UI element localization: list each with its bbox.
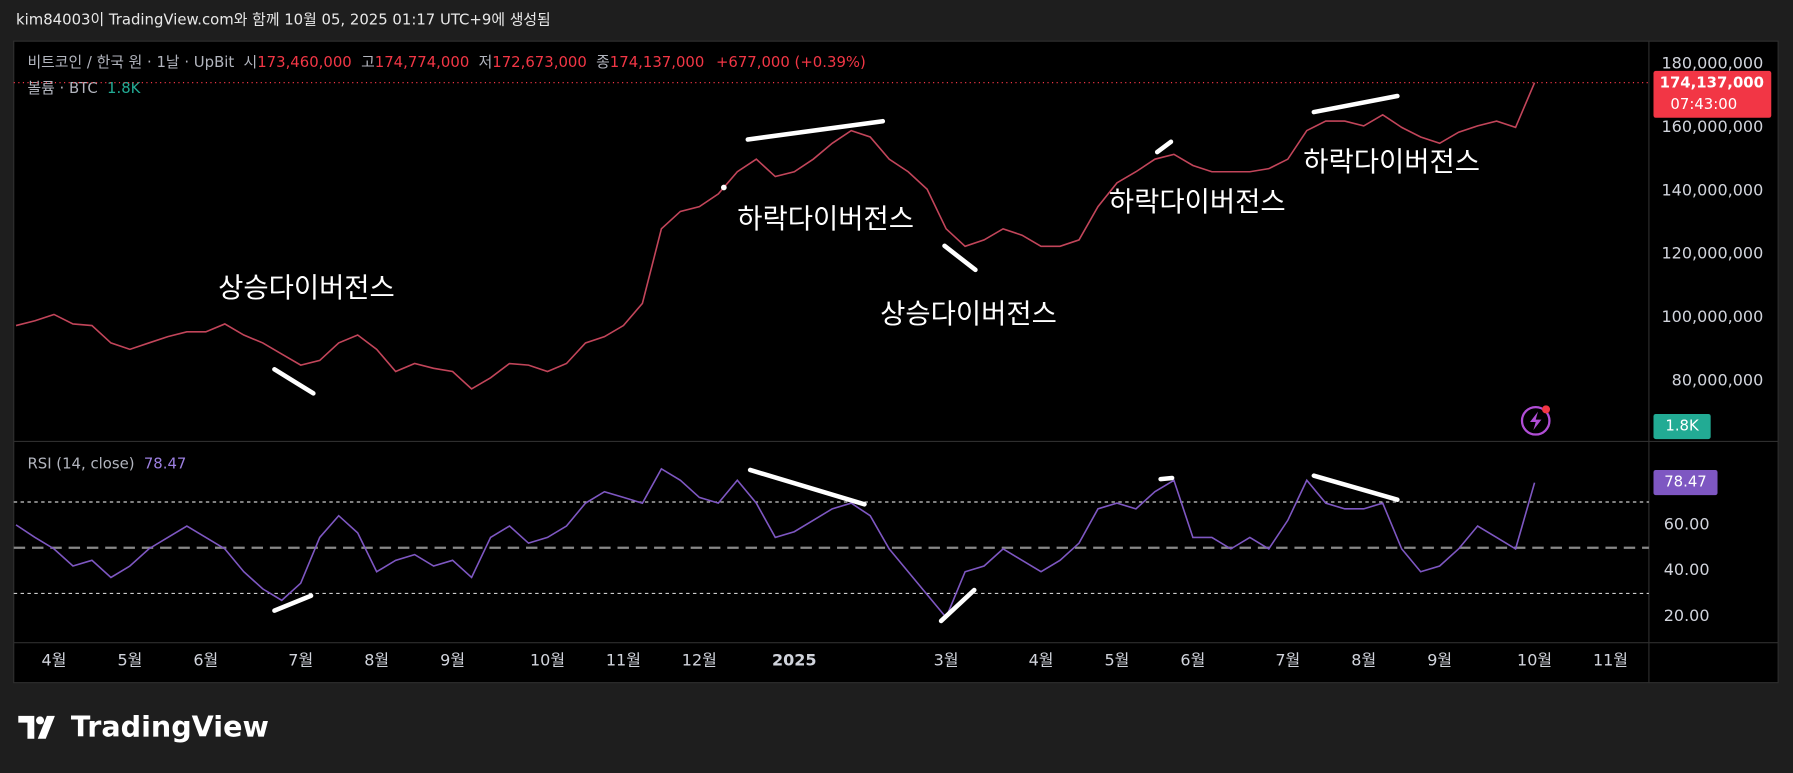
ohlc-value: 173,460,000 [257,53,352,71]
drawings [272,93,1400,624]
rsi-value: 78.47 [144,454,187,472]
x-tick-label: 2025 [772,650,817,669]
annotation: 상승다이버전스 [218,273,395,304]
y-tick-label: 80,000,000 [1672,370,1764,389]
change: +677,000 (+0.39%) [716,53,866,71]
ohlc-label: 고 [361,53,375,71]
trendline [747,467,867,507]
x-tick-label: 7월 [1275,650,1300,669]
trendline [272,593,314,613]
header: kim84003이 TradingView.com와 함께 10월 05, 20… [16,11,551,29]
annotation: 하락다이버전스 [1303,147,1480,178]
ohlc-label: 종 [596,53,610,71]
y-tick-label: 100,000,000 [1661,307,1763,326]
x-tick-label: 5월 [1105,650,1130,669]
price-tag-value: 174,137,000 [1660,73,1764,91]
logo: TradingView [18,709,269,743]
ohlc-label: 저 [479,53,493,71]
x-tick-label: 8월 [1351,650,1376,669]
rsi-legend: RSI (14, close) 78.47 [27,454,186,472]
y-tick-label: 40.00 [1664,560,1710,579]
trendline [942,243,978,273]
volume-tag [1653,413,1711,440]
volume-legend: 볼륨 · BTC 1.8K [27,79,141,97]
volume-label: 볼륨 · BTC [27,79,97,97]
legend: 비트코인 / 한국 원 · 1날 · UpBit 시173,460,000 고1… [27,53,865,71]
trendline [745,118,886,142]
x-tick-label: 7월 [288,650,313,669]
volume-tag-value: 1.8K [1665,417,1700,435]
rsi-tag-value: 78.47 [1664,473,1707,491]
y-tick-label: 60.00 [1664,514,1710,533]
x-tick-label: 12월 [682,650,717,669]
rsi-label: RSI (14, close) [27,454,134,472]
x-tick-label: 6월 [1180,650,1205,669]
symbol: 비트코인 / 한국 원 · 1날 · UpBit [27,53,234,71]
plot: 80,000,000 100,000,000 120,000,000 140,000,… [13,54,1764,669]
ohlc-value: 174,137,000 [610,53,705,71]
alert-icon [1520,405,1551,436]
y-tick-label: 120,000,000 [1661,244,1763,263]
x-tick-label: 8월 [364,650,389,669]
x-tick-label: 4월 [42,650,67,669]
annotation: 하락다이버전스 [737,204,914,235]
ohlc-value: 174,774,000 [375,53,470,71]
trendline [1154,139,1174,155]
price-tag-countdown: 07:43:00 [1670,95,1737,113]
rsi-tag [1653,469,1718,496]
y-tick-label: 20.00 [1664,606,1710,625]
x-tick-label: 3월 [934,650,959,669]
x-tick-label: 10월 [1517,650,1552,669]
series-line [15,467,1536,620]
x-tick-label: 6월 [193,650,218,669]
trendline [938,587,977,624]
logo-text: TradingView [71,709,269,743]
annotation: 상승다이버전스 [880,299,1057,330]
series-line [15,82,1536,390]
x-tick-label: 10월 [530,650,565,669]
ohlc-label: 시 [244,53,258,71]
trendline [1311,93,1400,115]
trendline [1158,475,1175,482]
volume-value: 1.8K [107,79,142,97]
price-tag [1653,70,1772,118]
trendline [272,367,316,396]
x-tick-label: 4월 [1029,650,1054,669]
x-tick-label: 5월 [117,650,142,669]
dot [720,184,727,191]
x-tick-label: 11월 [1593,650,1628,669]
annotation: 하락다이버전스 [1109,187,1286,218]
chart-panel [13,40,1779,684]
y-tick-label: 180,000,000 [1661,54,1763,73]
trendline [1311,473,1400,502]
x-tick-label: 11월 [606,650,641,669]
y-tick-label: 160,000,000 [1661,117,1763,136]
ohlc-value: 172,673,000 [492,53,587,71]
x-tick-label: 9월 [440,650,465,669]
x-tick-label: 9월 [1427,650,1452,669]
y-tick-label: 140,000,000 [1661,180,1763,199]
